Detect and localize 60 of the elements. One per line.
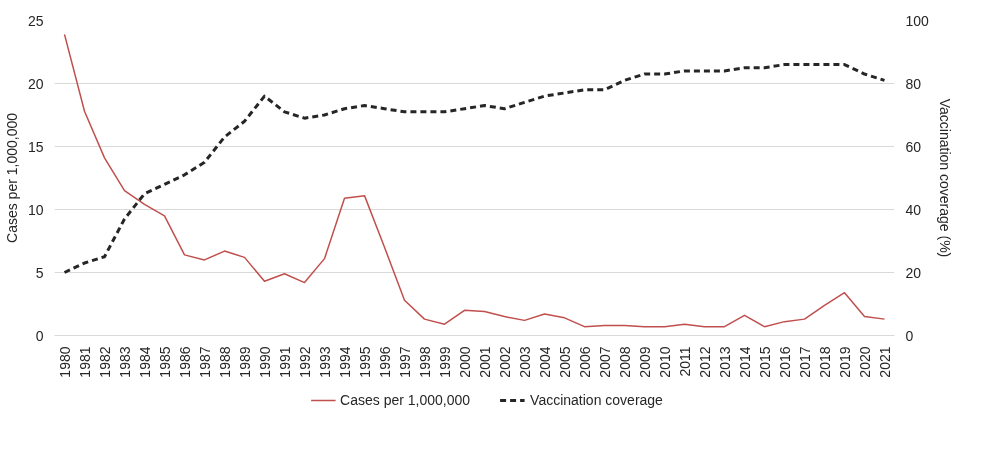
y-tick-label: 20	[27, 75, 44, 92]
x-tick-label: 2015	[756, 346, 773, 378]
y2-tick-label: 0	[905, 327, 914, 344]
x-tick-label: 2008	[616, 346, 633, 378]
x-tick-label: 1986	[176, 346, 193, 378]
y2-tick-label: 80	[905, 75, 922, 92]
x-tick-label: 1985	[156, 346, 173, 378]
x-tick-label: 1984	[136, 346, 153, 378]
x-tick-label: 1998	[416, 346, 433, 378]
x-tick-label: 1989	[236, 346, 253, 378]
x-tick-label: 1982	[96, 346, 113, 378]
x-tick-label: 2018	[816, 346, 833, 378]
x-tick-label: 2005	[556, 346, 573, 378]
x-tick-label: 1988	[216, 346, 233, 378]
x-tick-label: 2014	[736, 346, 753, 378]
x-tick-label: 1994	[336, 346, 353, 378]
y-tick-label: 25	[27, 12, 44, 29]
x-tick-label: 1992	[296, 346, 313, 378]
x-tick-label: 2017	[796, 346, 813, 378]
x-tick-label: 2006	[576, 346, 593, 378]
x-tick-label: 1987	[196, 346, 213, 378]
x-tick-label: 2021	[876, 346, 893, 378]
x-tick-label: 1993	[316, 346, 333, 378]
y2-tick-label: 60	[905, 138, 922, 155]
y-tick-label: 0	[35, 327, 44, 344]
line-series	[63, 63, 886, 274]
x-tick-label: 2016	[776, 346, 793, 378]
x-tick-label: 2007	[596, 346, 613, 378]
x-tick-label: 2010	[656, 346, 673, 378]
y-tick-label: 10	[27, 201, 44, 218]
x-tick-label: 2011	[676, 346, 693, 377]
x-tick-label: 1980	[56, 346, 73, 378]
y2-tick-label: 40	[905, 201, 922, 218]
x-tick-label: 2004	[536, 346, 553, 378]
x-tick-label: 1990	[256, 346, 273, 378]
y2-tick-label: 20	[905, 264, 922, 281]
x-tick-label: 1991	[276, 346, 293, 378]
x-tick-label: 2003	[516, 346, 533, 378]
legend-label: Cases per 1,000,000	[340, 392, 471, 408]
x-tick-label: 2002	[496, 346, 513, 378]
y-tick-label: 5	[35, 264, 44, 281]
x-tick-label: 2001	[476, 346, 493, 378]
y2-axis-title: Vaccination coverage (%)	[936, 98, 953, 258]
line-series	[63, 33, 886, 328]
x-tick-label: 1995	[356, 346, 373, 378]
y-axis-title: Cases per 1,000,000	[3, 112, 20, 243]
x-tick-label: 2020	[856, 346, 873, 378]
x-tick-label: 1997	[396, 346, 413, 378]
x-tick-label: 2009	[636, 346, 653, 378]
x-tick-label: 2019	[836, 346, 853, 378]
x-tick-label: 2000	[456, 346, 473, 378]
x-tick-label: 1981	[76, 346, 93, 378]
x-tick-label: 2012	[696, 346, 713, 378]
x-tick-label: 2013	[716, 346, 733, 378]
x-tick-label: 1996	[376, 346, 393, 378]
y2-tick-label: 100	[905, 12, 930, 29]
x-tick-label: 1983	[116, 346, 133, 378]
legend-label: Vaccination coverage	[530, 392, 663, 408]
y-tick-label: 15	[27, 138, 44, 155]
x-tick-label: 1999	[436, 346, 453, 378]
